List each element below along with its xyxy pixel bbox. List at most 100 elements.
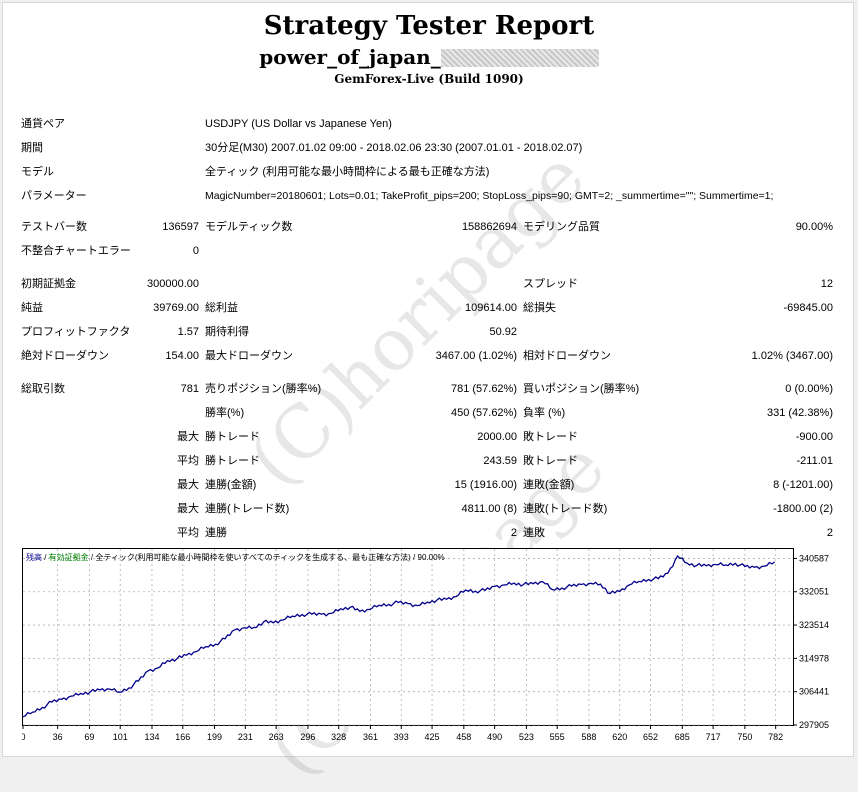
loss-label: 負率 (%) — [523, 407, 566, 419]
x-tick-label: 101 — [113, 732, 128, 742]
avg-prefix: 平均 — [177, 527, 199, 539]
deposit-label: 初期証拠金 — [21, 278, 76, 290]
quality-label: モデリング品質 — [523, 221, 600, 233]
win-label: 勝率(%) — [205, 407, 245, 419]
loss-value: 331 (42.38%) — [766, 407, 833, 419]
short-value: 781 (57.62%) — [450, 383, 517, 395]
x-tick-label: 555 — [550, 732, 565, 742]
legend-description: 全ティック(利用可能な最小時間枠を使いすべてのティックを生成する、最も正確な方法… — [95, 552, 444, 562]
largest-win-value: 2000.00 — [477, 431, 517, 443]
period-value: 30分足(M30) 2007.01.02 09:00 - 2018.02.06 … — [205, 142, 583, 154]
avg-cw-label: 連勝 — [205, 527, 227, 539]
x-tick-label: 296 — [300, 732, 315, 742]
params-value: MagicNumber=20180601; Lots=0.01; TakePro… — [205, 190, 774, 202]
avg-cl-value: 2 — [826, 527, 833, 539]
pair-label: 通貨ペア — [21, 118, 65, 130]
cl-money-value: 8 (-1201.00) — [773, 479, 833, 491]
cw-trades-label: 連勝(トレード数) — [205, 503, 290, 515]
rel-dd-label: 相対ドローダウン — [523, 350, 611, 362]
y-tick-label: 323514 — [799, 620, 829, 630]
spread-value: 12 — [820, 278, 833, 290]
cl-money-label: 連敗(金額) — [523, 479, 575, 491]
long-value: 0 (0.00%) — [785, 383, 833, 395]
x-tick-label: 328 — [331, 732, 346, 742]
pf-value: 1.57 — [177, 326, 199, 338]
chart-legend: 残高 / 有効証拠金 / 全ティック(利用可能な最小時間枠を使いすべてのティック… — [26, 552, 445, 562]
y-tick-label: 314978 — [799, 653, 829, 663]
grid-lines — [23, 549, 793, 726]
gross-loss-label: 総損失 — [523, 302, 556, 314]
legend-sep: / — [89, 553, 96, 562]
x-tick-label: 166 — [175, 732, 190, 742]
mismatch-value: 0 — [192, 245, 199, 257]
cl-trades-label: 連敗(トレード数) — [523, 503, 608, 515]
total-label: 総取引数 — [21, 383, 65, 395]
cw-trades-value: 4811.00 (8) — [461, 503, 517, 515]
x-tick-label: 199 — [207, 732, 222, 742]
y-tick-label: 332051 — [799, 587, 829, 597]
avg-loss-value: -211.01 — [796, 455, 834, 467]
mismatch-label: 不整合チャートエラー — [21, 245, 131, 257]
params-label: パラメーター — [21, 190, 87, 202]
x-tick-label: 361 — [363, 732, 378, 742]
y-tick-label: 297905 — [799, 720, 829, 730]
y-tick-label: 306441 — [799, 687, 829, 697]
x-tick-label: 717 — [706, 732, 721, 742]
x-tick-label: 620 — [612, 732, 627, 742]
short-label: 売りポジション(勝率%) — [205, 383, 322, 395]
x-tick-label: 36 — [53, 732, 63, 742]
gross-loss-value: -69845.00 — [783, 302, 833, 314]
ea-name: power_of_japan_ — [3, 45, 855, 69]
avg-cl-label: 連敗 — [523, 527, 545, 539]
deposit-value: 300000.00 — [147, 278, 199, 290]
x-tick-label: 588 — [581, 732, 596, 742]
y-ticks: 340587 332051 323514 314978 306441 297905 — [793, 553, 829, 730]
y-tick-label: 340587 — [799, 553, 829, 563]
avg-cw-value: 2 — [510, 527, 517, 539]
expected-value: 50.92 — [489, 326, 517, 338]
max-prefix: 最大 — [177, 503, 199, 515]
server-build: GemForex-Live (Build 1090) — [334, 72, 524, 86]
plot-frame — [22, 548, 794, 726]
max-prefix: 最大 — [177, 479, 199, 491]
quality-value: 90.00% — [795, 221, 833, 233]
series-group — [22, 554, 776, 718]
x-tick-label: 69 — [84, 732, 94, 742]
gross-profit-value: 109614.00 — [465, 302, 517, 314]
total-value: 781 — [180, 383, 199, 395]
x-tick-label: 425 — [425, 732, 440, 742]
abs-dd-label: 絶対ドローダウン — [21, 350, 109, 362]
avg-win-label: 勝トレード — [205, 455, 260, 467]
x-tick-label: 652 — [643, 732, 658, 742]
win-value: 450 (57.62%) — [450, 407, 517, 419]
long-label: 買いポジション(勝率%) — [523, 383, 640, 395]
cw-money-label: 連勝(金額) — [205, 479, 257, 491]
ea-name-text: power_of_japan_ — [259, 45, 441, 69]
largest-loss-label: 敗トレード — [523, 431, 578, 443]
pf-label: プロフィットファクタ — [21, 326, 131, 338]
x-tick-label: 685 — [675, 732, 690, 742]
x-tick-label: 263 — [269, 732, 284, 742]
x-tick-label: 134 — [144, 732, 159, 742]
legend-equity: 有効証拠金 — [49, 552, 89, 562]
ticks-value: 158862694 — [461, 221, 517, 233]
avg-win-value: 243.59 — [483, 455, 517, 467]
pair-value: USDJPY (US Dollar vs Japanese Yen) — [205, 118, 392, 130]
x-tick-label: 490 — [487, 732, 502, 742]
bars-label: テストバー数 — [21, 221, 87, 233]
legend-balance: 残高 — [26, 552, 42, 562]
largest-win-label: 勝トレード — [205, 431, 260, 443]
report-title: Strategy Tester Report — [263, 11, 595, 41]
model-label: モデル — [21, 166, 54, 178]
spread-label: スプレッド — [523, 278, 578, 290]
gross-profit-label: 総利益 — [205, 302, 238, 314]
avg-prefix: 平均 — [177, 455, 199, 467]
model-value: 全ティック (利用可能な最小時間枠による最も正確な方法) — [205, 166, 490, 178]
ticks-label: モデルティック数 — [205, 221, 293, 233]
x-tick-label: 750 — [737, 732, 752, 742]
balance-chart: 0 36 69 101 134 166 199 231 263 296 328 361 393 425 45… — [22, 548, 829, 742]
x-tick-label: 0 — [22, 732, 26, 742]
avg-loss-label: 敗トレード — [523, 455, 578, 467]
rel-dd-value: 1.02% (3467.00) — [751, 350, 833, 362]
x-tick-label: 782 — [768, 732, 783, 742]
